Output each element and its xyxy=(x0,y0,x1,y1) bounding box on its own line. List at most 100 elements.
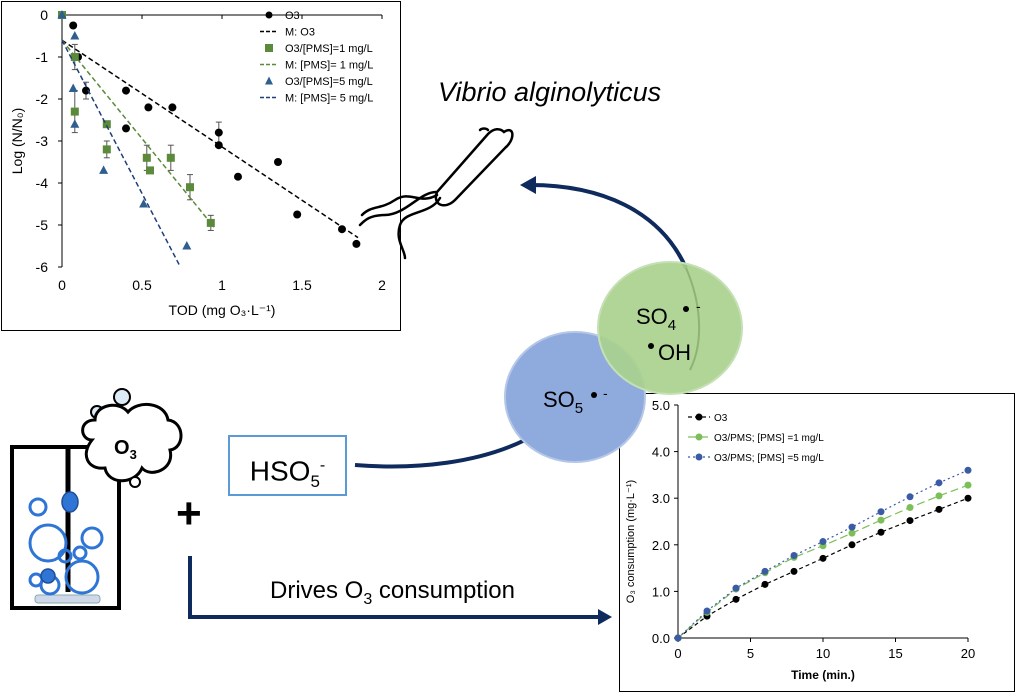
hso5-box: HSO5- xyxy=(228,435,347,496)
arrow-to-consumption-chart xyxy=(188,556,600,619)
so4-charge: - xyxy=(696,298,701,314)
data-point-square xyxy=(102,145,111,154)
legend-label: M: [PMS]= 1 mg/L xyxy=(285,60,373,72)
data-point xyxy=(906,517,914,525)
data-point-square xyxy=(70,107,79,116)
y-tick-label: 4.0 xyxy=(652,445,670,460)
y-tick-label: 0.0 xyxy=(652,631,670,646)
data-point-triangle xyxy=(182,241,192,250)
arrow-to-bacterium xyxy=(529,183,688,269)
data-point xyxy=(964,494,972,502)
data-point-circle xyxy=(352,239,361,248)
y-tick-label: 5.0 xyxy=(652,398,670,413)
so4-label: SO4 xyxy=(636,304,676,334)
ozone-cloud-label: O3 xyxy=(114,437,137,462)
so4-oh-radical-circle xyxy=(597,261,743,395)
data-point xyxy=(819,554,827,562)
data-point-circle xyxy=(144,103,153,112)
hso5-subscript: 5 xyxy=(310,471,320,491)
data-point-circle xyxy=(82,86,90,95)
hso5-label: HSO xyxy=(249,455,311,487)
beaker-icon xyxy=(10,445,121,610)
y-axis-label: Log (N/N₀) xyxy=(9,108,25,175)
fit-line xyxy=(61,39,215,228)
y-tick-label: 0 xyxy=(40,7,48,23)
legend-marker xyxy=(265,11,273,19)
oh-label: OH xyxy=(658,340,691,365)
data-point xyxy=(877,528,885,536)
data-point-triangle xyxy=(99,165,109,174)
legend-label: O3/[PMS]=1 mg/L xyxy=(285,43,373,55)
data-point xyxy=(935,505,943,513)
data-point xyxy=(790,552,798,560)
plus-sign: + xyxy=(176,489,202,538)
legend-marker xyxy=(695,453,703,461)
data-point-triangle xyxy=(70,119,80,128)
data-point xyxy=(906,504,914,512)
data-point-triangle xyxy=(70,31,80,40)
legend-label: M: [PMS]= 5 mg/L xyxy=(285,93,373,105)
y-tick-label: -1 xyxy=(36,49,49,65)
y-tick-label: 2.0 xyxy=(652,538,670,553)
organism-label: Vibrio alginolyticus xyxy=(438,77,661,107)
data-point-square xyxy=(166,153,175,162)
legend-label: O3/[PMS]=5 mg/L xyxy=(285,76,373,88)
data-point xyxy=(674,634,682,642)
arrow-shadow xyxy=(685,267,701,371)
data-point-triangle xyxy=(139,199,149,208)
so5-radical-dot xyxy=(591,392,597,398)
y-tick-label: 3.0 xyxy=(652,491,670,506)
data-point xyxy=(848,541,856,549)
data-point xyxy=(848,529,856,537)
x-tick-label: 0.5 xyxy=(132,277,152,293)
consumption-chart-frame: 0 5 10 15 20 0.0 1.0 2.0 3.0 4.0 5.0 Time (min.) O₃ … xyxy=(619,393,1015,692)
legend-label: O3/PMS; [PMS] =5 mg/L xyxy=(714,453,824,464)
ozone-cloud-icon xyxy=(81,388,183,488)
data-point-square xyxy=(142,153,151,162)
x-tick-label: 1.5 xyxy=(292,277,312,293)
data-point-circle xyxy=(293,210,302,219)
x-tick-label: 0 xyxy=(674,646,681,661)
legend-label: O3 xyxy=(285,10,300,22)
data-point-circle xyxy=(122,86,130,95)
data-point xyxy=(848,523,856,531)
arrowhead-to-consumption xyxy=(598,609,612,625)
x-tick-label: 1 xyxy=(218,277,226,293)
so5-charge: - xyxy=(603,385,608,401)
y-tick-label: -5 xyxy=(36,217,49,233)
legend-marker xyxy=(695,433,703,441)
fit-line xyxy=(61,39,182,268)
so4-radical-dot xyxy=(683,306,689,312)
data-point xyxy=(761,580,769,588)
legend-label: O3/PMS; [PMS] =1 mg/L xyxy=(714,433,824,444)
legend-marker xyxy=(695,413,703,421)
connector-hso5-to-radicals xyxy=(354,438,526,469)
data-point-circle xyxy=(338,225,346,234)
data-point xyxy=(761,567,769,575)
data-point xyxy=(877,516,885,524)
x-tick-label: 15 xyxy=(888,646,902,661)
data-point-triangle xyxy=(68,83,78,92)
data-point-circle xyxy=(168,103,177,112)
data-point-circle xyxy=(214,128,223,137)
bacterium-icon xyxy=(358,127,514,260)
data-point xyxy=(906,493,914,501)
data-point-square xyxy=(146,166,154,175)
hso5-charge: - xyxy=(319,457,326,474)
y-tick-label: -2 xyxy=(36,91,49,107)
x-tick-label: 2 xyxy=(378,277,386,293)
data-point-circle xyxy=(122,124,130,133)
legend-label: O3 xyxy=(714,413,728,424)
data-point-square xyxy=(70,53,79,61)
data-point-circle xyxy=(274,158,282,166)
data-point xyxy=(732,595,740,603)
data-point xyxy=(935,479,943,487)
so5-label: SO5 xyxy=(543,387,583,417)
data-point-circle xyxy=(234,172,242,181)
legend-label: M: O3 xyxy=(285,27,315,39)
y-tick-label: -6 xyxy=(36,259,49,275)
x-tick-label: 0 xyxy=(58,277,66,293)
data-point xyxy=(964,481,972,489)
drives-consumption-label: Drives O3 consumption xyxy=(270,577,515,608)
arrowhead-to-bacterium xyxy=(520,176,536,194)
